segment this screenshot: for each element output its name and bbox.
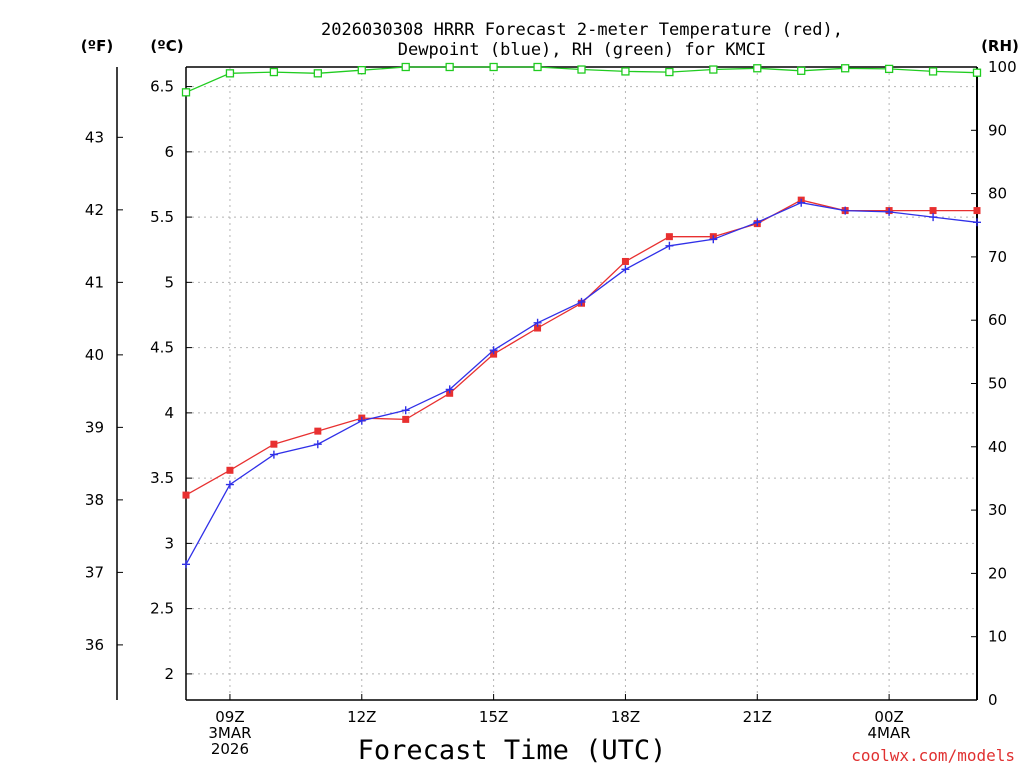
dewpoint-point <box>929 213 938 222</box>
temperature-point <box>270 440 278 448</box>
celsius-tick-label: 6 <box>164 143 174 161</box>
temperature-point <box>534 324 542 332</box>
celsius-tick-label: 3 <box>164 534 174 552</box>
rh-point <box>489 62 498 72</box>
fahrenheit-tick-label: 39 <box>85 418 104 436</box>
rh-tick-label: 90 <box>988 121 1007 139</box>
rh-point <box>225 69 235 78</box>
rh-point <box>709 65 718 74</box>
fahrenheit-tick-label: 37 <box>85 563 104 581</box>
x-tick-label: 09Z <box>215 708 244 726</box>
x-tick-label: 2026 <box>211 740 249 758</box>
rh-unit-label: (RH) <box>981 37 1019 55</box>
temperature-point <box>402 415 410 423</box>
chart-title-line-1: 2026030308 HRRR Forecast 2-meter Tempera… <box>321 20 843 40</box>
dewpoint-point <box>401 406 410 415</box>
x-tick-label: 4MAR <box>868 724 911 742</box>
dewpoint-point <box>621 265 630 274</box>
dewpoint-point <box>577 297 586 306</box>
celsius-tick-label: 3.5 <box>150 469 174 487</box>
celsius-tick-label: 6.5 <box>150 78 174 96</box>
dewpoint-point <box>841 206 850 215</box>
tick-labels: 2 2.5 3 3.5 4 4.5 5 5.5 6 6.5 36 37 38 39 40 41 42 43 0 10 2… <box>85 58 1017 758</box>
rh-point <box>445 62 454 72</box>
rh-tick-label: 0 <box>988 691 998 709</box>
rh-point <box>972 68 982 77</box>
rh-point <box>357 66 366 75</box>
x-tick-label: 18Z <box>611 708 640 726</box>
dewpoint-point <box>225 480 234 489</box>
temperature-point <box>665 233 673 241</box>
chart-title-line-2: Dewpoint (blue), RH (green) for KMCI <box>398 40 766 60</box>
rh-tick-label: 70 <box>988 248 1007 266</box>
rh-point <box>884 64 894 74</box>
rh-tick-label: 50 <box>988 375 1007 393</box>
fahrenheit-tick-label: 42 <box>85 201 104 219</box>
x-tick-label: 15Z <box>479 708 508 726</box>
rh-point <box>269 67 279 77</box>
fahrenheit-unit-label: (ºF) <box>81 37 113 55</box>
celsius-tick-label: 4 <box>164 404 174 422</box>
celsius-tick-label: 2 <box>164 665 174 683</box>
dewpoint-point <box>445 385 454 394</box>
rh-tick-label: 20 <box>988 564 1007 582</box>
dewpoint-point <box>885 207 894 216</box>
dewpoint-point <box>313 440 322 449</box>
rh-point <box>533 62 542 72</box>
fahrenheit-tick-label: 43 <box>85 128 104 146</box>
x-tick-label: 3MAR <box>208 724 251 742</box>
temperature-point <box>314 427 322 435</box>
x-tick-label: 12Z <box>347 708 376 726</box>
rh-tick-label: 100 <box>988 58 1017 76</box>
rh-point <box>928 67 938 76</box>
rh-point <box>313 69 322 78</box>
dewpoint-point <box>973 218 981 227</box>
dewpoint-point <box>269 450 278 459</box>
rh-tick-label: 60 <box>988 311 1007 329</box>
rh-point <box>753 64 762 73</box>
fahrenheit-tick-label: 36 <box>85 636 104 654</box>
celsius-unit-label: (ºC) <box>150 37 183 55</box>
rh-point <box>841 64 850 73</box>
fahrenheit-tick-label: 41 <box>85 273 104 291</box>
rh-tick-label: 30 <box>988 501 1007 519</box>
x-tick-label: 00Z <box>874 708 903 726</box>
data-series <box>181 62 982 569</box>
celsius-tick-label: 4.5 <box>150 339 174 357</box>
dewpoint-point <box>709 235 718 244</box>
dewpoint-series-line <box>185 202 978 565</box>
fahrenheit-tick-label: 38 <box>85 491 104 509</box>
rh-tick-label: 10 <box>988 628 1007 646</box>
celsius-tick-label: 5.5 <box>150 208 174 226</box>
dewpoint-point <box>533 318 542 327</box>
rh-tick-label: 80 <box>988 185 1007 203</box>
temperature-point <box>973 207 981 215</box>
dewpoint-point <box>753 218 762 227</box>
gridlines <box>186 67 977 700</box>
x-tick-label: 21Z <box>743 708 772 726</box>
rh-point <box>401 62 410 72</box>
temperature-point <box>621 257 629 265</box>
rh-point <box>665 67 674 77</box>
temperature-point <box>182 491 190 499</box>
fahrenheit-tick-label: 40 <box>85 346 104 364</box>
rh-point <box>797 66 806 75</box>
temperature-point <box>226 466 234 474</box>
rh-point <box>577 65 586 74</box>
rh-point <box>621 67 630 76</box>
source-credit: coolwx.com/models <box>851 746 1015 765</box>
dewpoint-point <box>665 241 674 250</box>
celsius-tick-label: 2.5 <box>150 600 174 618</box>
x-axis-title: Forecast Time (UTC) <box>358 735 667 766</box>
dewpoint-point <box>357 416 366 425</box>
dewpoint-point <box>182 560 190 569</box>
celsius-tick-label: 5 <box>164 273 174 291</box>
rh-tick-label: 40 <box>988 438 1007 456</box>
dewpoint-point <box>797 198 806 207</box>
axes <box>116 66 978 701</box>
rh-point <box>181 88 191 97</box>
dewpoint-point <box>489 346 498 355</box>
temperature-point <box>929 207 937 215</box>
